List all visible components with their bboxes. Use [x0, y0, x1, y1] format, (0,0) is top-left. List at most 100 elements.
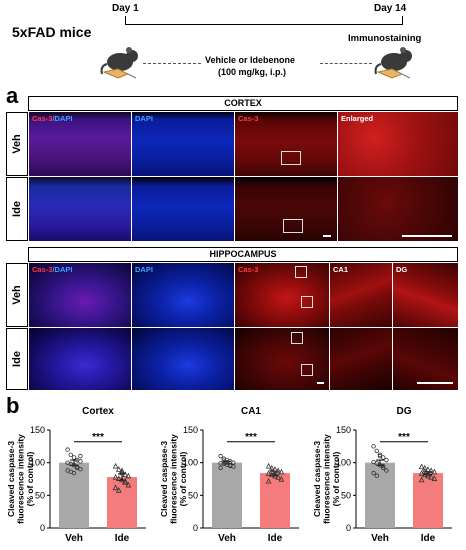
y-tick-label: 100 [30, 458, 45, 468]
data-point [380, 465, 386, 471]
data-point [418, 476, 425, 483]
data-point [272, 470, 278, 477]
cortex-veh-cas3-image: Cas-3 [235, 112, 337, 176]
y-axis-label: Cleaved caspase-3fluorescence intensity(… [6, 434, 35, 524]
bar-veh [212, 462, 242, 528]
hippo-ide-dapi-image [132, 328, 234, 390]
hippo-veh-ca1-image: CA1 [330, 263, 392, 327]
data-point [374, 473, 379, 478]
timeline-tick-end [402, 16, 403, 25]
row-label-ide: Ide [6, 177, 28, 241]
data-point [78, 459, 83, 464]
y-tick-label: 150 [336, 425, 351, 435]
hippo-ide-cas3-image [235, 328, 329, 390]
chart-title: CA1 [241, 406, 261, 417]
hippo-veh-cas3-image: Cas-3 [235, 263, 329, 327]
y-tick-label: 50 [341, 490, 351, 500]
data-point [275, 467, 282, 474]
data-point [268, 464, 275, 471]
panel-a-letter: a [6, 83, 19, 108]
data-point [371, 444, 376, 449]
scale-bar [402, 235, 452, 237]
chart-title: Cortex [82, 406, 114, 417]
bar-ide [260, 473, 290, 528]
data-point [421, 464, 428, 471]
y-axis-label-line: fluorescence intensity [169, 434, 179, 524]
data-point [268, 468, 275, 474]
data-point [112, 484, 119, 491]
data-point [122, 471, 129, 478]
day-start-label: Day 1 [112, 3, 139, 14]
y-tick-label: 150 [183, 425, 198, 435]
data-point [380, 463, 386, 469]
panel-b-letter: b [6, 393, 20, 418]
model-label: 5xFAD mice [12, 24, 92, 40]
cortex-veh-merge-image: Cas-3/DAPI [29, 112, 131, 176]
row-label-veh: Veh [6, 112, 28, 176]
x-tick-label: Ide [115, 533, 130, 544]
hippo-ide-merge-image [29, 328, 131, 390]
data-point [278, 475, 285, 482]
y-tick-label: 50 [35, 490, 45, 500]
data-point [227, 463, 233, 469]
roi-box [283, 219, 303, 233]
data-point [122, 477, 129, 484]
data-point [377, 452, 383, 458]
treatment-line-1: Vehicle or Idebenone [205, 55, 296, 65]
data-point [71, 470, 77, 476]
data-point [218, 465, 223, 471]
data-point [119, 467, 125, 474]
bar-veh [365, 462, 395, 528]
data-point [115, 475, 122, 481]
cortex-veh-dapi-image: DAPI [132, 112, 234, 176]
chart-title: DG [397, 406, 412, 417]
data-point [74, 465, 80, 471]
cortex-ide-cas3-image [235, 177, 337, 241]
row-label-ide: Ide [6, 328, 28, 390]
x-tick-label: Ide [421, 533, 436, 544]
data-point [74, 464, 80, 469]
cortex-header: CORTEX [28, 96, 458, 111]
timeline-tick-start [125, 16, 126, 25]
y-tick-label: 150 [30, 425, 45, 435]
significance-marker: *** [398, 432, 410, 443]
data-point [119, 476, 125, 483]
roi-box [301, 364, 313, 376]
scale-bar [317, 382, 324, 384]
data-point [278, 468, 285, 475]
data-point [68, 452, 73, 458]
data-point [384, 468, 389, 473]
data-point [65, 447, 70, 452]
day-end-label: Day 14 [374, 3, 407, 14]
significance-marker: *** [92, 432, 104, 443]
cortex-ide-dapi-image [132, 177, 234, 241]
data-point [218, 453, 223, 459]
roi-box [291, 332, 303, 344]
y-axis-label-line: (% of control) [25, 451, 35, 506]
y-axis-label-line: Cleaved caspase-3 [312, 441, 322, 517]
data-point [112, 462, 119, 469]
data-point [421, 468, 428, 474]
hippo-ide-dg-image [393, 328, 458, 390]
x-tick-label: Veh [371, 533, 389, 544]
data-point [374, 461, 379, 466]
mouse-icon [100, 47, 138, 79]
data-point [431, 475, 438, 481]
data-point [428, 473, 435, 480]
chart-dg: Cleaved caspase-3fluorescence intensity(… [312, 406, 452, 544]
data-point [125, 481, 132, 488]
dashed-line [320, 63, 372, 64]
data-point [122, 479, 129, 485]
y-axis-label-line: Cleaved caspase-3 [6, 441, 16, 517]
bar-veh [59, 462, 89, 528]
x-tick-label: Veh [65, 533, 83, 544]
data-point [374, 448, 379, 454]
endpoint-label: Immunostaining [348, 33, 422, 44]
mouse-icon [374, 47, 412, 79]
y-axis-label-line: Cleaved caspase-3 [159, 441, 169, 517]
y-tick-label: 0 [40, 523, 45, 533]
x-tick-label: Ide [268, 533, 283, 544]
data-point [115, 487, 122, 493]
cortex-ide-merge-image [29, 177, 131, 241]
y-tick-label: 0 [193, 523, 198, 533]
